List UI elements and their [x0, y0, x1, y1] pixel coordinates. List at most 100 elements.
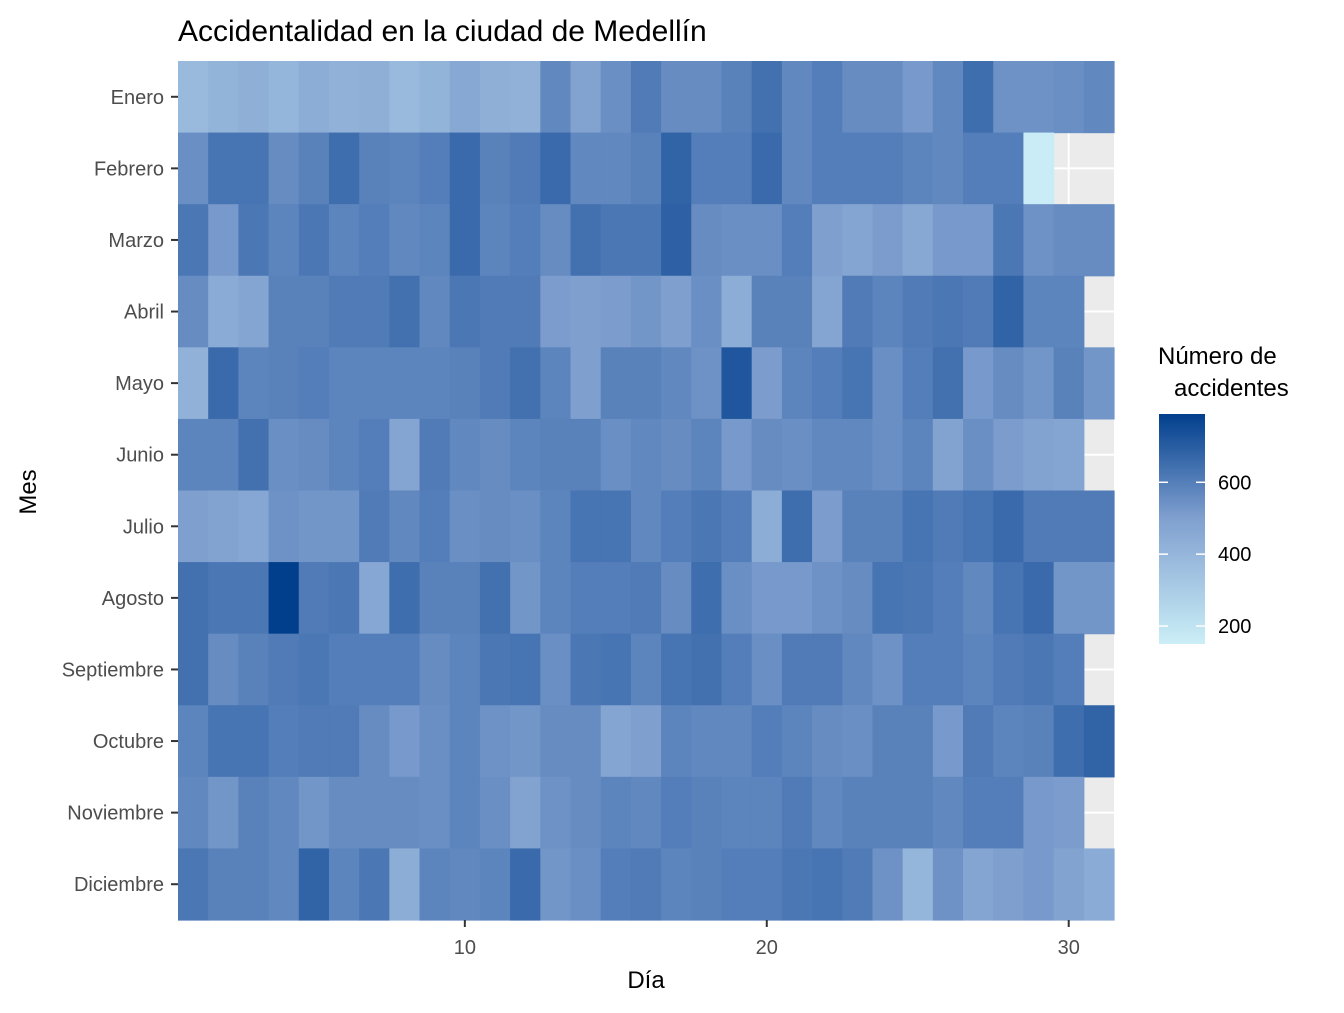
heatmap-cell [359, 347, 390, 420]
heatmap-cell [570, 418, 602, 492]
heatmap-cell [872, 61, 904, 134]
heatmap-cell [963, 132, 994, 205]
heatmap-cell [781, 633, 813, 706]
heatmap-cell [328, 132, 360, 205]
heatmap-cell [479, 562, 511, 635]
y-tick-label: Julio [123, 516, 164, 538]
heatmap-cell [570, 776, 602, 850]
heatmap-cell [993, 132, 1025, 205]
heatmap-cell [691, 776, 723, 850]
heatmap-cell [630, 347, 662, 420]
heatmap-cell [842, 705, 874, 778]
heatmap-cell [238, 633, 270, 706]
heatmap-cell [268, 633, 300, 706]
heatmap-cell [932, 132, 964, 205]
heatmap-cell [1023, 490, 1055, 563]
y-tick-label: Octubre [93, 731, 164, 753]
heatmap-cell [389, 61, 421, 134]
heatmap-cell [630, 633, 662, 706]
heatmap-cell [1023, 705, 1055, 778]
heatmap-cell [298, 61, 330, 134]
heatmap-cell [328, 562, 360, 635]
heatmap-cell [1023, 204, 1055, 277]
heatmap-cell [630, 490, 662, 563]
heatmap-cell [781, 562, 813, 635]
y-tick-label: Agosto [102, 588, 164, 610]
heatmap-cell [238, 705, 270, 778]
heatmap-cell [721, 275, 753, 348]
heatmap-cell [449, 61, 481, 134]
heatmap-cell [842, 204, 874, 277]
heatmap-cell [1023, 61, 1055, 134]
heatmap-cell [540, 562, 572, 635]
heatmap-cell [419, 204, 451, 277]
heatmap-cell [1053, 776, 1085, 850]
heatmap-cell [208, 705, 239, 778]
heatmap-cell [630, 61, 662, 134]
heatmap-cell [208, 418, 239, 492]
heatmap-cell [781, 132, 813, 205]
heatmap-cell [721, 61, 753, 134]
heatmap-cell [1023, 347, 1055, 420]
heatmap-cell [359, 776, 390, 850]
heatmap-cell [691, 132, 723, 205]
heatmap-cell [1023, 776, 1055, 850]
heatmap-cell [1023, 418, 1055, 492]
heatmap-cell [1053, 418, 1085, 492]
heatmap-cell [751, 490, 783, 563]
heatmap-cell [812, 776, 843, 850]
heatmap-cell [691, 633, 723, 706]
heatmap-cell [812, 61, 843, 134]
heatmap-cell [268, 776, 300, 850]
heatmap-cell [691, 490, 723, 563]
heatmap-cell [540, 347, 572, 420]
heatmap-cell [721, 132, 753, 205]
heatmap-cell [389, 347, 421, 420]
heatmap-cell [298, 132, 330, 205]
heatmap-cell [932, 275, 964, 348]
y-tick-label: Marzo [108, 230, 164, 252]
heatmap-cell [932, 705, 964, 778]
heatmap-cell [359, 848, 390, 921]
heatmap-cell [600, 705, 632, 778]
heatmap-cell [1083, 61, 1115, 134]
heatmap-cell [963, 275, 994, 348]
y-tick-label: Febrero [94, 158, 164, 180]
heatmap-cell [661, 562, 692, 635]
heatmap-cell [570, 562, 602, 635]
heatmap-cell [268, 275, 300, 348]
heatmap-cell [721, 418, 753, 492]
heatmap-cell [721, 776, 753, 850]
heatmap-cell [540, 490, 572, 563]
heatmap-cell [630, 562, 662, 635]
heatmap-cell [751, 633, 783, 706]
heatmap-cell [449, 347, 481, 420]
heatmap-cell [570, 275, 602, 348]
heatmap-cell [449, 776, 481, 850]
heatmap-cell [721, 204, 753, 277]
heatmap-cell [872, 418, 904, 492]
heatmap-cell [1083, 490, 1115, 563]
heatmap-cell [812, 562, 843, 635]
heatmap-cell [872, 705, 904, 778]
heatmap-cell [1023, 562, 1055, 635]
heatmap-cell [389, 705, 421, 778]
heatmap-cell [359, 490, 390, 563]
heatmap-cell [902, 204, 934, 277]
heatmap-cell [932, 418, 964, 492]
heatmap-cell [178, 490, 209, 563]
heatmap-cell [963, 61, 994, 134]
heatmap-cell [238, 418, 270, 492]
heatmap-cell [449, 562, 481, 635]
heatmap-cell [208, 204, 239, 277]
heatmap-cell [359, 633, 390, 706]
heatmap-cell [178, 347, 209, 420]
heatmap-cell [1083, 562, 1115, 635]
heatmap-cell [902, 275, 934, 348]
heatmap-cell [540, 132, 572, 205]
heatmap-cell [328, 275, 360, 348]
heatmap-cell [1083, 705, 1115, 778]
heatmap-cell [298, 418, 330, 492]
heatmap-cell [238, 848, 270, 921]
heatmap-cell [238, 204, 270, 277]
